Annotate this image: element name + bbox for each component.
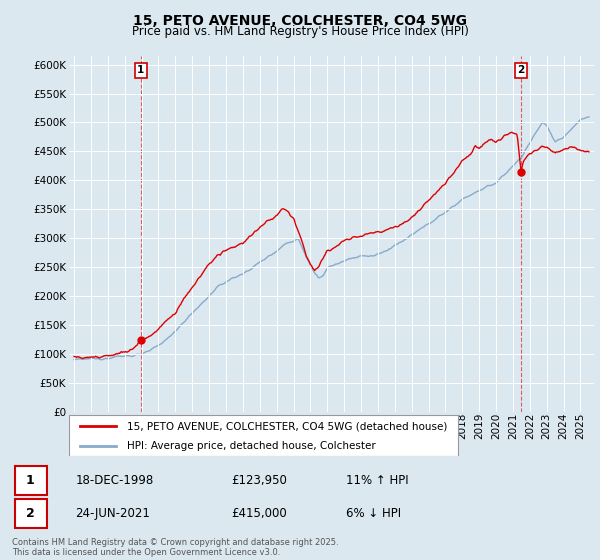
FancyBboxPatch shape (69, 416, 458, 456)
Text: 1: 1 (137, 66, 145, 76)
Text: 1: 1 (26, 474, 35, 487)
Text: 15, PETO AVENUE, COLCHESTER, CO4 5WG (detached house): 15, PETO AVENUE, COLCHESTER, CO4 5WG (de… (127, 421, 447, 431)
Text: Price paid vs. HM Land Registry's House Price Index (HPI): Price paid vs. HM Land Registry's House … (131, 25, 469, 38)
Text: 15, PETO AVENUE, COLCHESTER, CO4 5WG: 15, PETO AVENUE, COLCHESTER, CO4 5WG (133, 14, 467, 28)
Text: 11% ↑ HPI: 11% ↑ HPI (346, 474, 409, 487)
Text: 24-JUN-2021: 24-JUN-2021 (76, 507, 150, 520)
FancyBboxPatch shape (15, 466, 47, 495)
Text: 18-DEC-1998: 18-DEC-1998 (76, 474, 154, 487)
Text: 2: 2 (517, 66, 524, 76)
Text: 6% ↓ HPI: 6% ↓ HPI (346, 507, 401, 520)
Text: £415,000: £415,000 (231, 507, 287, 520)
Text: HPI: Average price, detached house, Colchester: HPI: Average price, detached house, Colc… (127, 441, 376, 451)
FancyBboxPatch shape (15, 499, 47, 528)
Text: £123,950: £123,950 (231, 474, 287, 487)
Text: Contains HM Land Registry data © Crown copyright and database right 2025.
This d: Contains HM Land Registry data © Crown c… (12, 538, 338, 557)
Text: 2: 2 (26, 507, 35, 520)
